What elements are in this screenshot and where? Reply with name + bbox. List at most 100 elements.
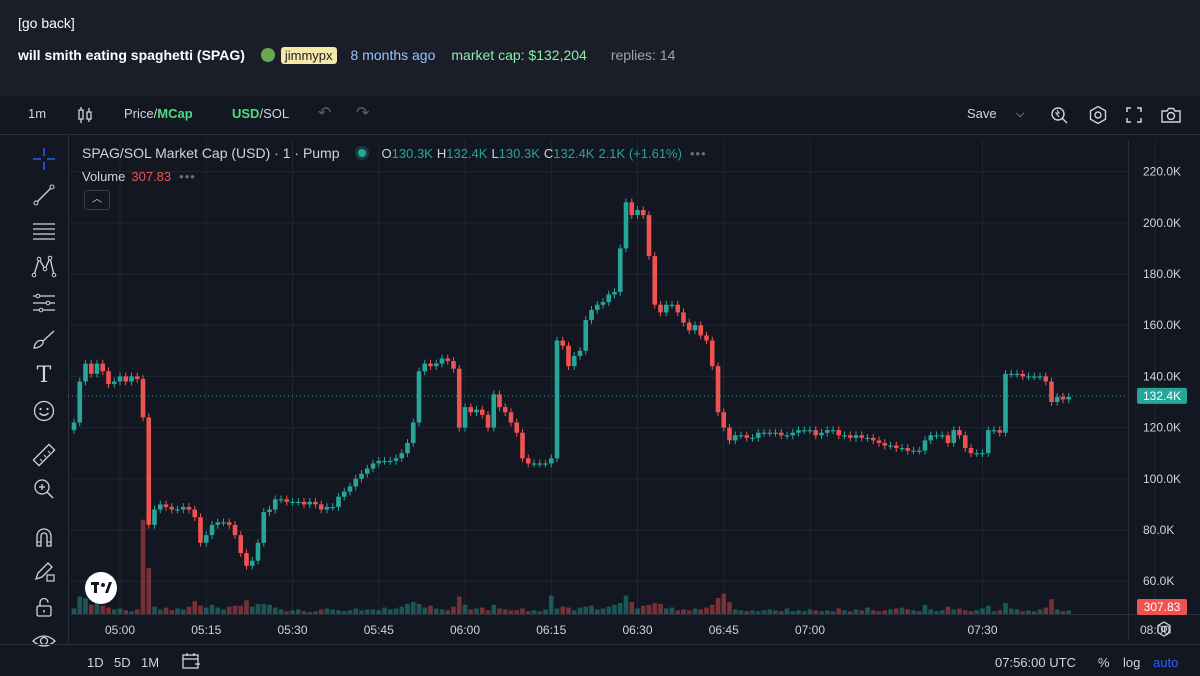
fib-retracement-icon[interactable] — [22, 288, 66, 318]
candle-body — [577, 350, 583, 356]
candle-body — [847, 435, 853, 438]
creator-badge[interactable]: jimmypx — [280, 46, 337, 64]
zoom-in-icon[interactable] — [22, 474, 66, 504]
pattern-tool-icon[interactable] — [22, 252, 66, 282]
trend-line-icon[interactable] — [22, 180, 66, 210]
volume-bar — [945, 606, 951, 614]
candle-body — [347, 486, 353, 492]
fullscreen-icon[interactable] — [1125, 102, 1143, 126]
volume-bar — [571, 610, 577, 614]
live-status-dot — [357, 149, 366, 157]
candle-body — [175, 509, 180, 511]
auto-scale-toggle[interactable]: auto — [1153, 655, 1179, 670]
volume-more-icon[interactable]: ••• — [179, 169, 196, 184]
volume-bar — [888, 609, 893, 614]
volume-bar — [462, 604, 468, 614]
candle-body — [382, 460, 387, 463]
candle-body — [698, 325, 704, 336]
save-dropdown-chevron-icon[interactable]: ⌵ — [1016, 108, 1025, 120]
log-scale-toggle[interactable]: log — [1123, 655, 1141, 670]
volume-bar — [192, 601, 198, 614]
volume-bar — [410, 602, 416, 614]
magnet-icon[interactable] — [22, 522, 66, 552]
legend-more-icon[interactable]: ••• — [689, 145, 707, 161]
candle-body — [123, 376, 129, 382]
ruler-icon[interactable] — [22, 440, 66, 470]
quick-search-icon[interactable] — [1050, 102, 1070, 126]
volume-bar — [566, 607, 571, 614]
market-cap: market cap: $132,204 — [451, 47, 587, 63]
crosshair-icon[interactable] — [22, 144, 66, 174]
settings-gear-icon[interactable] — [1088, 102, 1108, 126]
collapse-legend-chevron-up-icon[interactable]: ︿ — [84, 190, 110, 210]
x-tick-label: 05:45 — [364, 623, 394, 637]
horizontal-lines-icon[interactable] — [22, 216, 66, 246]
candle-body — [209, 524, 215, 536]
candle-body — [140, 378, 146, 418]
save-button[interactable]: Save — [967, 106, 997, 121]
volume-bar — [899, 607, 905, 614]
candle-body — [290, 501, 295, 504]
undo-icon[interactable]: ↶ — [318, 105, 332, 122]
volume-bar — [405, 603, 410, 614]
lock-pencil-icon[interactable] — [22, 556, 66, 586]
x-tick-label: 06:15 — [536, 623, 566, 637]
emoji-icon[interactable] — [22, 396, 66, 426]
candle-body — [709, 340, 715, 367]
last-volume-label: 307.83 — [1144, 600, 1181, 614]
volume-bar — [301, 611, 307, 614]
volume-bar — [1060, 611, 1066, 614]
candle-body — [876, 440, 882, 443]
volume-bar — [951, 609, 957, 614]
candle-body — [525, 458, 531, 464]
candle-body — [1054, 396, 1060, 402]
candle-body — [980, 453, 985, 455]
candle-body — [169, 506, 175, 510]
volume-bar — [784, 608, 790, 614]
candle-body — [295, 501, 301, 504]
percent-scale-toggle[interactable]: % — [1098, 655, 1110, 670]
brush-icon[interactable] — [22, 324, 66, 354]
usd-sol-toggle[interactable]: USD/SOL — [232, 102, 289, 126]
candle-body — [807, 430, 813, 432]
range-1d-button[interactable]: 1D — [87, 655, 104, 670]
axis-settings-gear-icon[interactable] — [1157, 621, 1171, 637]
candle-body — [767, 432, 773, 434]
volume-bar — [295, 609, 301, 614]
volume-bar — [353, 608, 359, 614]
volume-bar — [911, 610, 916, 614]
volume-bar — [980, 608, 985, 614]
candle-type-button[interactable] — [76, 102, 94, 126]
price-mcap-toggle[interactable]: Price/MCap — [124, 102, 193, 126]
volume-bar — [876, 611, 882, 614]
date-range-calendar-icon[interactable] — [181, 652, 201, 673]
candle-body — [393, 458, 399, 461]
lock-icon[interactable] — [22, 592, 66, 622]
redo-icon[interactable]: ↷ — [356, 105, 370, 122]
candle-body — [330, 506, 336, 509]
candle-body — [129, 376, 134, 382]
x-tick-label: 07:30 — [967, 623, 997, 637]
range-1m-button[interactable]: 1M — [141, 655, 160, 670]
volume-bar — [479, 607, 485, 614]
volume-bar — [824, 610, 830, 614]
candle-body — [991, 430, 997, 432]
go-back-link[interactable]: [go back] — [18, 15, 75, 31]
ohlc-low-value: 130.3K — [498, 145, 540, 161]
candle-body — [485, 414, 491, 428]
volume-bar — [451, 606, 456, 614]
text-tool-icon[interactable]: T — [36, 362, 52, 388]
volume-bar — [801, 611, 807, 614]
camera-snapshot-icon[interactable] — [1160, 102, 1182, 126]
candle-body — [721, 412, 727, 428]
range-5d-button[interactable]: 5D — [114, 655, 131, 670]
interval-button[interactable]: 1m — [28, 106, 47, 121]
utc-clock[interactable]: 07:56:00 UTC — [995, 655, 1076, 670]
tradingview-logo-icon — [94, 582, 97, 593]
slash-separator: / — [153, 106, 158, 121]
volume-bar — [267, 604, 272, 614]
volume-bar — [428, 605, 433, 614]
volume-bar — [646, 604, 652, 614]
volume-bar — [347, 610, 353, 614]
